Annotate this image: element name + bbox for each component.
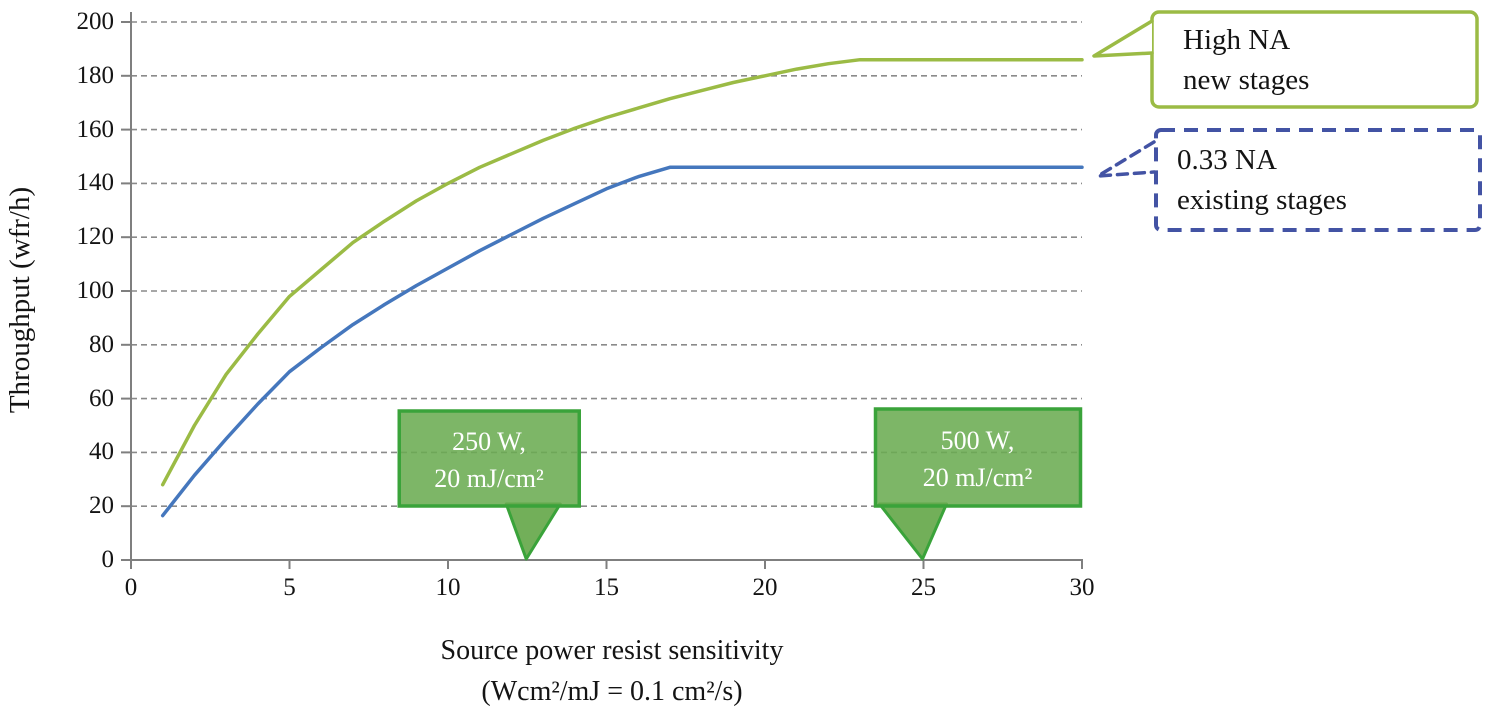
legend-box-033-na [1154, 128, 1482, 232]
annotation-250w-line1: 250 W, [452, 426, 526, 456]
y-tick-label: 40 [89, 438, 114, 466]
y-tick-label: 20 [89, 492, 114, 520]
annotation-500w-line2: 20 mJ/cm² [922, 462, 1033, 492]
annotation-tail [504, 502, 562, 561]
legend-high-na-line2: new stages [1183, 64, 1310, 96]
y-tick-label: 140 [76, 169, 115, 197]
y-tick-label: 80 [89, 330, 114, 358]
y-tick-label: 160 [76, 115, 115, 143]
legend-pointer-033-na [1097, 140, 1156, 178]
curve-existing-stages [160, 165, 1084, 518]
annotation-250w-line2: 20 mJ/cm² [434, 463, 544, 493]
x-tick-label: 5 [283, 574, 296, 601]
x-axis-title-line1: Source power resist sensitivity [440, 635, 784, 666]
x-tick-label: 20 [752, 574, 778, 601]
y-tick-label: 120 [76, 223, 115, 251]
curve-high-na [160, 57, 1084, 487]
legend-high-na-line1: High NA [1183, 24, 1291, 56]
annotation-tail [878, 502, 948, 561]
annotation-250w-label: 250 W, 20 mJ/cm² [399, 413, 579, 506]
x-tick-label: 10 [435, 574, 461, 601]
annotation-500w-label: 500 W, 20 mJ/cm² [875, 411, 1080, 506]
x-tick-label: 0 [124, 574, 138, 601]
legend-box-high-na [1150, 10, 1479, 109]
y-tick-label: 60 [89, 384, 114, 412]
legend-pointer-high-na [1092, 19, 1154, 58]
y-tick-label: 100 [76, 277, 115, 304]
legend-033-na-line2: existing stages [1177, 184, 1347, 216]
legend-033-na-line1: 0.33 NA [1177, 144, 1277, 176]
x-tick-label: 30 [1069, 574, 1095, 601]
legend-high-na: High NA new stages [1183, 20, 1309, 100]
x-tick-label: 15 [594, 574, 619, 601]
annotation-box [873, 407, 1083, 508]
x-tick-label: 25 [911, 574, 936, 601]
y-tick-label: 0 [101, 546, 115, 573]
x-axis-title: Source power resist sensitivity (Wcm²/mJ… [262, 630, 962, 709]
annotation-500w-line1: 500 W, [940, 425, 1015, 455]
y-tick-label: 200 [76, 8, 115, 35]
legend-033-na: 0.33 NA existing stages [1177, 140, 1347, 220]
annotation-box [397, 409, 581, 508]
x-axis-title-line2: (Wcm²/mJ = 0.1 cm²/s) [481, 676, 743, 707]
y-tick-label: 180 [76, 61, 115, 89]
